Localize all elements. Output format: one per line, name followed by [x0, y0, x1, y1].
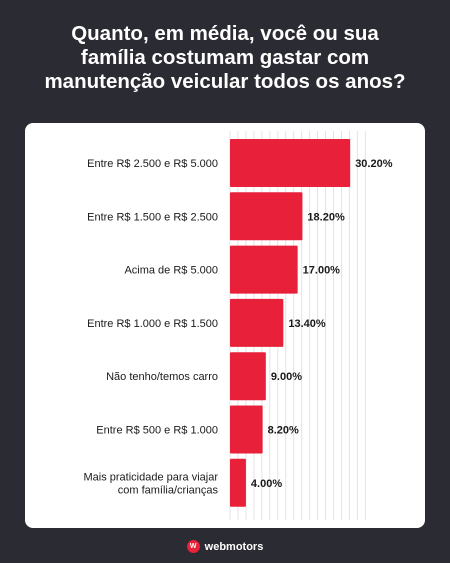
category-label: Mais praticidade para viajar — [83, 471, 218, 483]
category-label: Entre R$ 500 e R$ 1.000 — [96, 425, 218, 437]
chart-card: 30.20% Entre R$ 2.500 e R$ 5.000 18.20% Ent… — [25, 123, 425, 528]
bar — [230, 458, 246, 507]
category-label: Não tenho/temos carro — [106, 371, 218, 383]
chart-title-line-3: manutenção veicular todos os anos? — [44, 70, 406, 93]
bar — [230, 298, 284, 347]
chart-title-line-2: família costumam gastar com — [80, 46, 370, 69]
bar — [230, 352, 266, 401]
bar — [230, 139, 351, 187]
bar-value-label: 30.20% — [355, 158, 393, 170]
bar — [230, 245, 298, 294]
bar-value-label: 4.00% — [251, 478, 282, 490]
bar-value-label: 8.20% — [268, 425, 299, 437]
bar — [230, 405, 263, 454]
chart-title: Quanto, em média, você ou sua família co… — [10, 22, 440, 94]
bar-value-label: 18.20% — [307, 211, 345, 223]
category-label: Entre R$ 2.500 e R$ 5.000 — [87, 158, 218, 170]
bar-value-label: 17.00% — [303, 265, 341, 277]
bar-chart: 30.20% Entre R$ 2.500 e R$ 5.000 18.20% Ent… — [83, 131, 393, 520]
bar-value-label: 9.00% — [271, 371, 302, 383]
bar-value-label: 13.40% — [288, 318, 326, 330]
category-label: Entre R$ 1.500 e R$ 2.500 — [87, 211, 218, 223]
brand-name: webmotors — [204, 540, 264, 553]
bar — [230, 192, 303, 241]
category-label: Acima de R$ 5.000 — [124, 265, 218, 277]
webmotors-logo-icon: W — [186, 540, 200, 553]
category-label: Entre R$ 1.000 e R$ 1.500 — [87, 318, 218, 330]
chart-title-line-1: Quanto, em média, você ou sua — [71, 22, 379, 45]
category-label: com família/crianças — [118, 484, 219, 496]
footer-brand: W webmotors — [0, 540, 450, 553]
